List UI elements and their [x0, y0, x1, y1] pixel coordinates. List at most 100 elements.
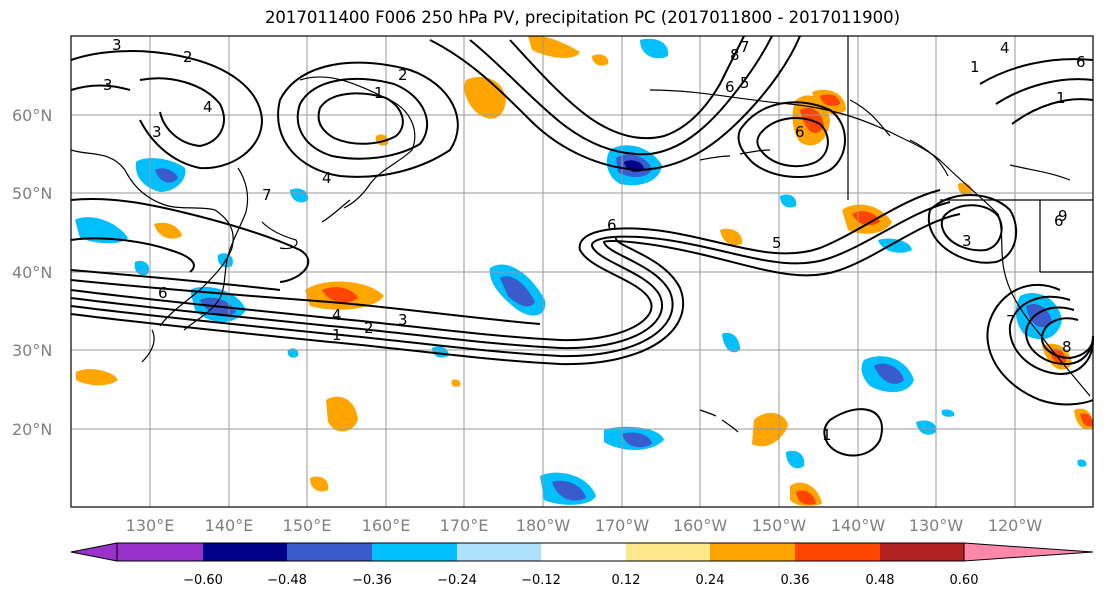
precip-neg-blob: [1077, 459, 1087, 467]
contour-label: 2: [183, 48, 193, 66]
contour-label: 8: [1062, 338, 1072, 356]
colorbar-segment: [880, 543, 964, 561]
contour-label: 6: [1076, 53, 1086, 71]
contour-label: 1: [970, 58, 980, 76]
longitude-labels: 130°E 140°E 150°E 160°E 170°E 180°W 170°…: [126, 516, 1043, 535]
contour-label: 6: [725, 78, 735, 96]
colorbar-segment: [117, 543, 203, 561]
precip-pos-blob: [1080, 413, 1093, 427]
lon-label: 120°W: [988, 516, 1043, 535]
colorbar-segment: [710, 543, 795, 561]
precip-neg-blob: [878, 238, 912, 253]
contour-label: 3: [962, 232, 972, 250]
precip-pos-blob: [76, 369, 118, 386]
contour-label: 2: [398, 66, 408, 84]
lat-label: 50°N: [12, 184, 52, 203]
precip-neg-blob: [916, 420, 937, 435]
precip-neg-blob: [622, 432, 652, 448]
lon-label: 130°W: [909, 516, 964, 535]
precip-neg-blob: [552, 480, 586, 501]
map-frame: [70, 35, 1094, 508]
contour-label: 4: [1000, 39, 1010, 57]
colorbar-tick-label: −0.12: [521, 573, 561, 588]
colorbar-segment: [795, 543, 880, 561]
colorbar-tick-label: 0.24: [696, 573, 725, 588]
precip-neg-blob: [874, 363, 904, 384]
precip-neg-blob: [941, 409, 955, 417]
contour-label: 2: [364, 319, 374, 337]
contour-label: 1: [374, 84, 384, 102]
contour-label: 9: [1058, 207, 1068, 225]
contour-label: 7: [740, 38, 750, 56]
precip-neg-blob: [500, 276, 535, 307]
contour-label: 3: [103, 76, 113, 94]
contour-label: 4: [332, 306, 342, 324]
lon-label: 150°W: [752, 516, 807, 535]
precip-pos-blob: [310, 476, 329, 492]
precip-pos-blob: [720, 228, 743, 246]
lon-label: 140°E: [205, 516, 254, 535]
contour-label: 7: [262, 186, 272, 204]
precip-neg-blob: [722, 332, 740, 353]
contour-label: 5: [740, 74, 750, 92]
colorbar-segment: [372, 543, 457, 561]
contour-label: 3: [398, 311, 408, 329]
contour-label: 1: [822, 426, 832, 444]
chart-title: 2017011400 F006 250 hPa PV, precipitatio…: [264, 8, 901, 27]
lon-label: 170°W: [595, 516, 650, 535]
colorbar-right-extension: [963, 542, 1094, 562]
gridlines: [71, 36, 1093, 507]
lon-label: 160°E: [362, 516, 411, 535]
contour-label: 6: [1054, 212, 1064, 230]
precip-neg-blob: [155, 168, 178, 183]
precip-neg-blob: [786, 450, 805, 469]
contour-label: 7: [1006, 312, 1016, 330]
contour-label: 4: [322, 169, 332, 187]
precip-neg-blob: [287, 348, 299, 358]
colorbar-segment: [457, 543, 541, 561]
lon-label: 140°W: [831, 516, 886, 535]
colorbar-segment: [287, 543, 372, 561]
lon-label: 150°E: [283, 516, 332, 535]
colorbar-segment: [626, 543, 710, 561]
contour-label: 3: [152, 123, 162, 141]
colorbar-tick-label: 0.48: [866, 573, 895, 588]
contour-label: 4: [203, 98, 213, 116]
lat-label: 60°N: [12, 106, 52, 125]
lon-label: 160°W: [673, 516, 728, 535]
colorbar-tick-label: 0.12: [612, 573, 641, 588]
contour-label: 3: [112, 36, 122, 54]
colorbar-tick-label: −0.24: [437, 573, 477, 588]
precip-pos-blob: [326, 396, 358, 432]
colorbar-tick-label: −0.48: [267, 573, 307, 588]
contour-label: 1: [1056, 89, 1066, 107]
latitude-labels: 60°N 50°N 40°N 30°N 20°N: [12, 106, 52, 439]
colorbar-segment: [203, 543, 287, 561]
precip-pos-blob: [796, 490, 816, 505]
contour-label: 8: [730, 46, 740, 64]
contour-labels: 3 2 3 4 3 2 1 4 7 6 4 1 2 3 6 5 6 8 7 6 …: [103, 36, 1086, 444]
precip-neg-blob: [290, 188, 309, 203]
contour-label: 5: [772, 234, 782, 252]
colorbar-tick-label: −0.36: [352, 573, 392, 588]
precip-pos-blob: [528, 35, 580, 58]
lat-label: 40°N: [12, 263, 52, 282]
colorbar: −0.60 −0.48 −0.36 −0.24 −0.12 0.12 0.24 …: [70, 542, 1094, 588]
precip-pos-blob: [820, 94, 840, 106]
colorbar-tick-label: −0.60: [183, 573, 223, 588]
precip-pos-blob: [154, 222, 182, 239]
colorbar-tick-label: 0.36: [781, 573, 810, 588]
precip-pos-blob: [322, 287, 358, 303]
contour-label: 6: [795, 123, 805, 141]
contour-label: 1: [332, 326, 342, 344]
precip-neg-blob: [75, 217, 128, 244]
lon-label: 180°W: [516, 516, 571, 535]
precip-pos-blob: [592, 54, 609, 66]
precip-pos-blob: [451, 379, 461, 387]
contour-label: 6: [607, 216, 617, 234]
lon-label: 130°E: [126, 516, 175, 535]
precip-neg-blob: [780, 194, 797, 208]
lat-label: 20°N: [12, 420, 52, 439]
contour-label: 6: [158, 284, 168, 302]
